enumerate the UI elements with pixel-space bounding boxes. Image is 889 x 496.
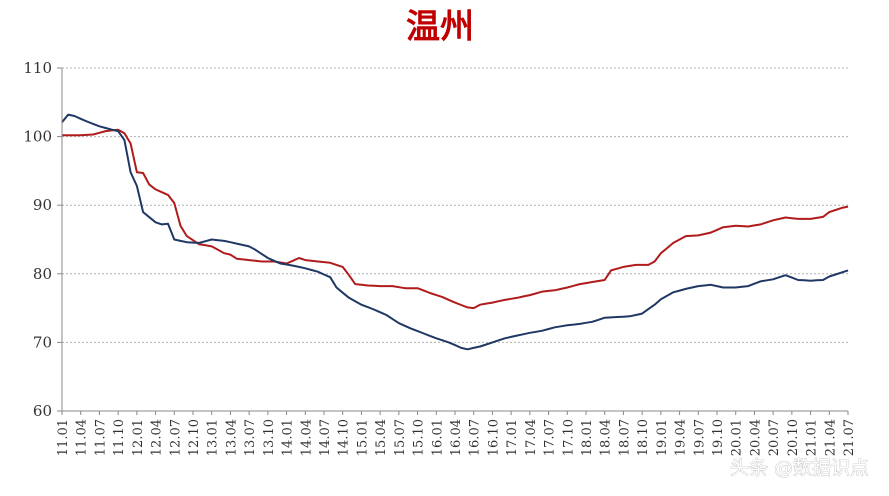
x-tick-label: 16.10 [486, 419, 501, 456]
x-tick-label: 17.04 [524, 419, 539, 456]
x-tick-label: 18.07 [617, 419, 632, 456]
y-tick-label: 80 [33, 265, 52, 283]
x-tick-label: 16.04 [449, 419, 464, 456]
x-tick-label: 17.07 [543, 419, 558, 456]
x-tick-label: 14.04 [299, 419, 314, 456]
x-tick-label: 20.07 [767, 419, 782, 456]
x-tick-label: 16.07 [468, 419, 483, 456]
x-tick-label: 20.01 [730, 419, 745, 456]
x-tick-label: 12.01 [131, 419, 146, 456]
x-tick-label: 17.01 [505, 419, 520, 456]
x-tick-label: 13.07 [243, 419, 258, 456]
x-tick-label: 15.07 [393, 419, 408, 456]
x-tick-label: 15.10 [412, 419, 427, 456]
x-tick-label: 11.01 [56, 419, 71, 456]
x-tick-label: 20.04 [748, 419, 763, 456]
x-tick-label: 15.01 [355, 419, 370, 456]
x-tick-label: 21.01 [805, 419, 820, 456]
chart-title: 温州 [406, 7, 474, 47]
x-tick-label: 17.10 [561, 419, 576, 456]
x-tick-label: 12.10 [187, 419, 202, 456]
x-tick-label: 18.10 [636, 419, 651, 456]
x-tick-label: 14.01 [281, 419, 296, 456]
x-tick-label: 20.10 [786, 419, 801, 456]
series-lines [61, 113, 849, 351]
x-tick-label: 19.04 [674, 419, 689, 456]
x-tick-label: 21.07 [842, 419, 857, 456]
x-tick-label: 12.04 [150, 419, 165, 456]
x-tick-label: 21.04 [823, 419, 838, 456]
y-tick-label: 110 [23, 59, 52, 77]
x-tick-label: 14.10 [337, 419, 352, 456]
series-line-2 [61, 113, 849, 351]
x-tick-label: 13.04 [224, 419, 239, 456]
watermark-text: 头条 @数据识点 [730, 457, 869, 479]
x-tick-label: 14.07 [318, 419, 333, 456]
y-tick-label: 70 [33, 333, 52, 351]
x-tick-label: 16.01 [430, 419, 445, 456]
x-tick-label: 15.04 [374, 419, 389, 456]
x-axis-ticks: 11.01 11.04 11.07 11.10 12.01 12.04 12.07 12.10… [56, 411, 857, 456]
x-tick-label: 13.10 [262, 419, 277, 456]
x-tick-label: 12.07 [168, 419, 183, 456]
x-tick-label: 11.04 [75, 419, 90, 456]
x-tick-label: 19.10 [711, 419, 726, 456]
y-tick-label: 60 [33, 402, 52, 420]
x-tick-label: 11.10 [112, 419, 127, 456]
y-tick-label: 90 [33, 196, 52, 214]
x-tick-label: 19.01 [655, 419, 670, 456]
y-axis-ticks: 60 70 80 90 100 110 [23, 59, 62, 420]
x-tick-label: 11.07 [93, 419, 108, 456]
x-tick-label: 13.01 [206, 419, 221, 456]
x-tick-label: 18.04 [599, 419, 614, 456]
x-tick-label: 19.07 [692, 419, 707, 456]
series-line-1 [62, 128, 849, 310]
x-tick-label: 18.01 [580, 419, 595, 456]
gridlines [62, 67, 848, 343]
y-tick-label: 100 [23, 128, 52, 146]
